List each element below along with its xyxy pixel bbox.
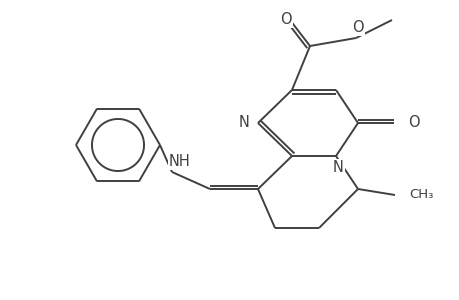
Text: O: O bbox=[352, 20, 363, 35]
Text: NH: NH bbox=[169, 154, 190, 169]
Text: O: O bbox=[407, 115, 419, 130]
Text: O: O bbox=[280, 12, 291, 27]
Text: N: N bbox=[332, 160, 343, 175]
Text: N: N bbox=[239, 115, 249, 130]
Text: CH₃: CH₃ bbox=[408, 188, 432, 201]
